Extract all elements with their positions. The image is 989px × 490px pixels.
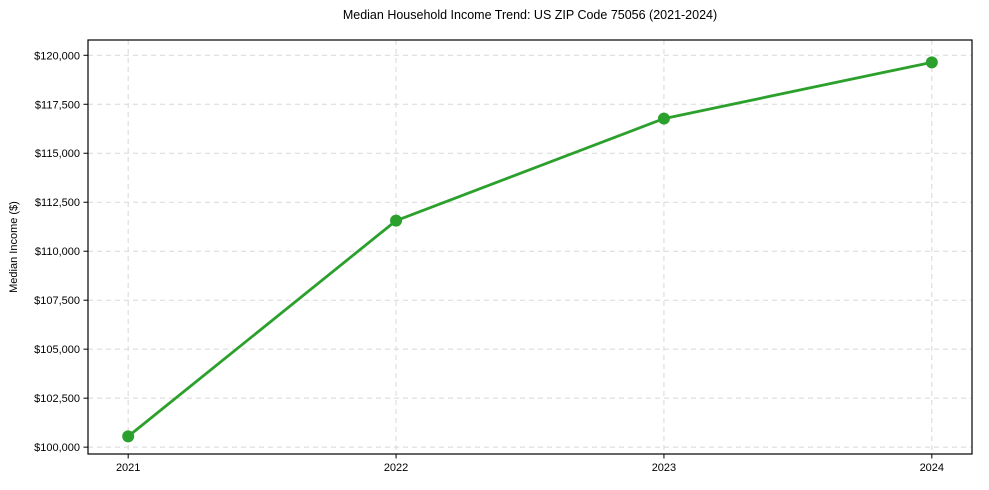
x-tick-label: 2023 [652, 462, 676, 474]
y-tick-label: $120,000 [34, 50, 80, 62]
y-tick-label: $100,000 [34, 442, 80, 454]
y-tick-label: $117,500 [35, 99, 80, 111]
data-point-marker [390, 214, 403, 227]
y-tick-label: $107,500 [34, 295, 80, 307]
y-tick-label: $105,000 [34, 344, 80, 356]
data-point-marker [657, 112, 670, 125]
data-point-marker [122, 430, 135, 443]
x-tick-label: 2024 [920, 462, 944, 474]
plot-border [87, 39, 973, 455]
data-point-marker [925, 56, 938, 69]
x-tick-label: 2021 [116, 462, 140, 474]
chart-title: Median Household Income Trend: US ZIP Co… [342, 8, 718, 22]
y-tick-label: $115,000 [35, 148, 80, 160]
y-tick-label: $112,500 [35, 197, 80, 209]
y-tick-label: $110,000 [35, 246, 80, 258]
data-line [126, 60, 934, 438]
y-tick-label: $102,500 [34, 393, 80, 405]
x-tick-label: 2022 [384, 462, 408, 474]
